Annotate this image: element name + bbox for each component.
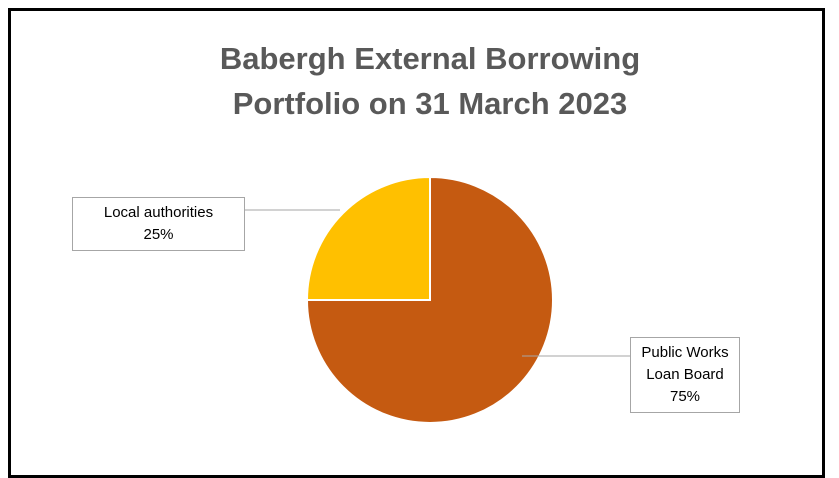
chart (245, 175, 630, 424)
pie-slice (305, 175, 431, 301)
category-label: Public Works Loan Board (641, 344, 729, 383)
category-label: Local authorities (103, 204, 214, 221)
value-label: 75% (669, 388, 701, 405)
value-label: 25% (143, 226, 174, 243)
chart-title: Babergh External Borrowing Portfolio on … (219, 41, 641, 121)
data-label: Local authorities 25% (72, 197, 245, 251)
data-label: Public Works Loan Board 75% (630, 337, 740, 413)
